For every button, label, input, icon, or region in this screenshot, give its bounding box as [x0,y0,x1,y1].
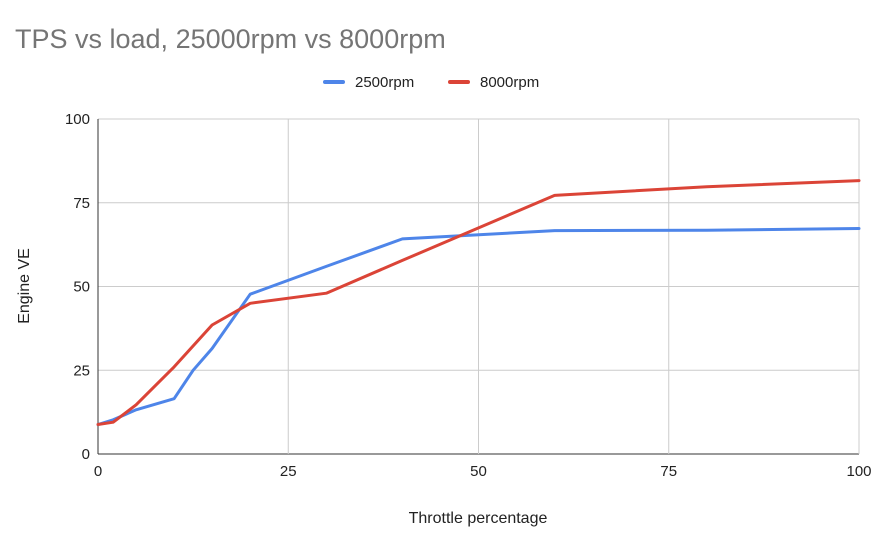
y-tick-label: 0 [82,446,90,463]
x-axis-ticks: 0 25 50 75 100 [94,463,872,480]
legend: 2500rpm 8000rpm [323,74,539,91]
x-axis-title: Throttle percentage [409,510,548,527]
x-tick-label: 50 [470,463,487,480]
y-tick-label: 75 [73,195,90,212]
series [96,179,861,426]
x-tick-label: 75 [660,463,677,480]
series-line-8000rpm [96,179,861,426]
x-tick-label: 100 [846,463,871,480]
y-tick-label: 100 [65,111,90,128]
series-line-2500rpm [96,227,861,426]
legend-label: 2500rpm [355,74,414,91]
x-tick-label: 0 [94,463,102,480]
x-tick-label: 25 [280,463,297,480]
gridlines [97,118,860,455]
chart-title: TPS vs load, 25000rpm vs 8000rpm [15,24,446,54]
y-axis-title: Engine VE [16,248,33,324]
y-tick-label: 25 [73,362,90,379]
y-tick-label: 50 [73,279,90,296]
y-axis-ticks: 0 25 50 75 100 [65,111,90,463]
legend-label: 8000rpm [480,74,539,91]
